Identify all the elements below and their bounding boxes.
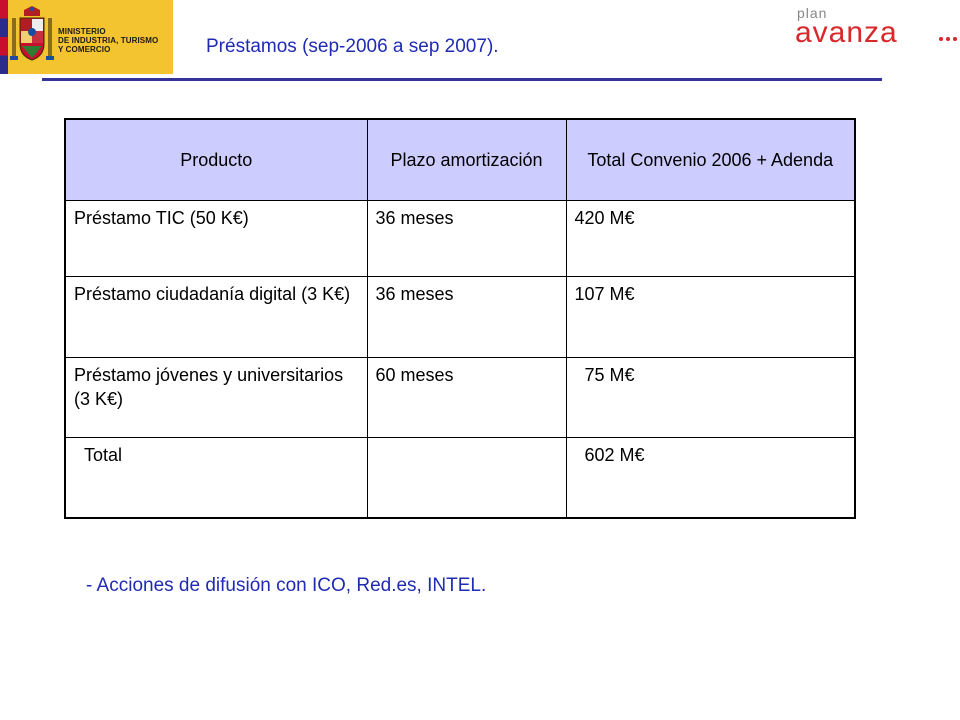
page-title: Préstamos (sep-2006 a sep 2007).: [206, 36, 499, 57]
plan-logo-small-text: plan: [797, 5, 827, 21]
plan-logo-main-text: avanza: [795, 16, 898, 48]
term-cell: 60 meses: [366, 356, 567, 438]
ministry-logo: MINISTERIO DE INDUSTRIA, TURISMO Y COMER…: [0, 0, 173, 74]
logo-dots-icon: [939, 37, 957, 41]
table-row: Préstamo TIC (50 K€) 36 meses 420 M€: [64, 199, 856, 277]
product-cell: Préstamo ciudadanía digital (3 K€): [64, 275, 368, 358]
product-cell: Préstamo TIC (50 K€): [64, 199, 368, 277]
product-cell: Préstamo jóvenes y universitarios (3 K€): [64, 356, 368, 438]
header-cell-total: Total Convenio 2006 + Adenda: [565, 118, 856, 201]
amount-cell: 107 M€: [565, 275, 856, 358]
loans-table: Producto Plazo amortización Total Conven…: [64, 118, 856, 519]
ministry-name: MINISTERIO DE INDUSTRIA, TURISMO Y COMER…: [58, 27, 170, 54]
table-row: Préstamo ciudadanía digital (3 K€) 36 me…: [64, 275, 856, 358]
header-cell-term: Plazo amortización: [366, 118, 567, 201]
empty-cell: [366, 436, 567, 519]
term-cell: 36 meses: [366, 199, 567, 277]
amount-cell: 420 M€: [565, 199, 856, 277]
amount-cell: 75 M€: [565, 356, 856, 438]
header-cell-product: Producto: [64, 118, 368, 201]
coat-of-arms-icon: [10, 6, 54, 61]
table-total-row: Total 602 M€: [64, 436, 856, 519]
total-value-cell: 602 M€: [565, 436, 856, 519]
term-cell: 36 meses: [366, 275, 567, 358]
table-header-row: Producto Plazo amortización Total Conven…: [64, 118, 856, 201]
title-divider: [42, 78, 882, 81]
plan-avanza-logo: plan avanza: [795, 5, 957, 48]
ministry-line: DE INDUSTRIA, TURISMO: [58, 36, 159, 45]
total-label-cell: Total: [64, 436, 368, 519]
ministry-line: MINISTERIO: [58, 27, 106, 36]
table-row: Préstamo jóvenes y universitarios (3 K€)…: [64, 356, 856, 438]
flag-strip: [0, 0, 8, 74]
footnote: - Acciones de difusión con ICO, Red.es, …: [86, 575, 487, 596]
ministry-line: Y COMERCIO: [58, 45, 111, 54]
